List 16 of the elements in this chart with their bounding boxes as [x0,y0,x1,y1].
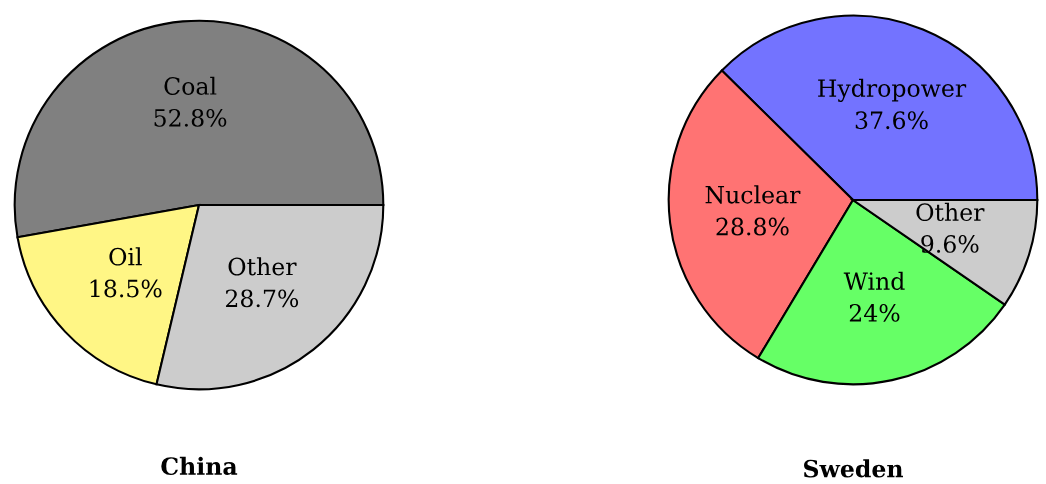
slice-label: Nuclear [705,185,801,204]
data-label: 28.8% [716,217,789,236]
data-label: 18.5% [90,279,162,298]
data-label: 24% [849,303,900,322]
slice-label: Oil [109,247,142,266]
slice-label: Other [228,257,297,276]
slice-label: Other [916,202,985,222]
text: China [161,456,238,476]
data-label: 28.7% [225,289,299,308]
data-label: 52.8% [154,108,227,127]
data-label: 9.6% [921,235,979,253]
text: Sweden [804,459,904,478]
slice-label: Hydropower [818,78,967,102]
data-label: 37.6% [855,111,928,130]
slice-label: Coal [164,76,217,95]
slice-label: Wind [843,271,905,291]
